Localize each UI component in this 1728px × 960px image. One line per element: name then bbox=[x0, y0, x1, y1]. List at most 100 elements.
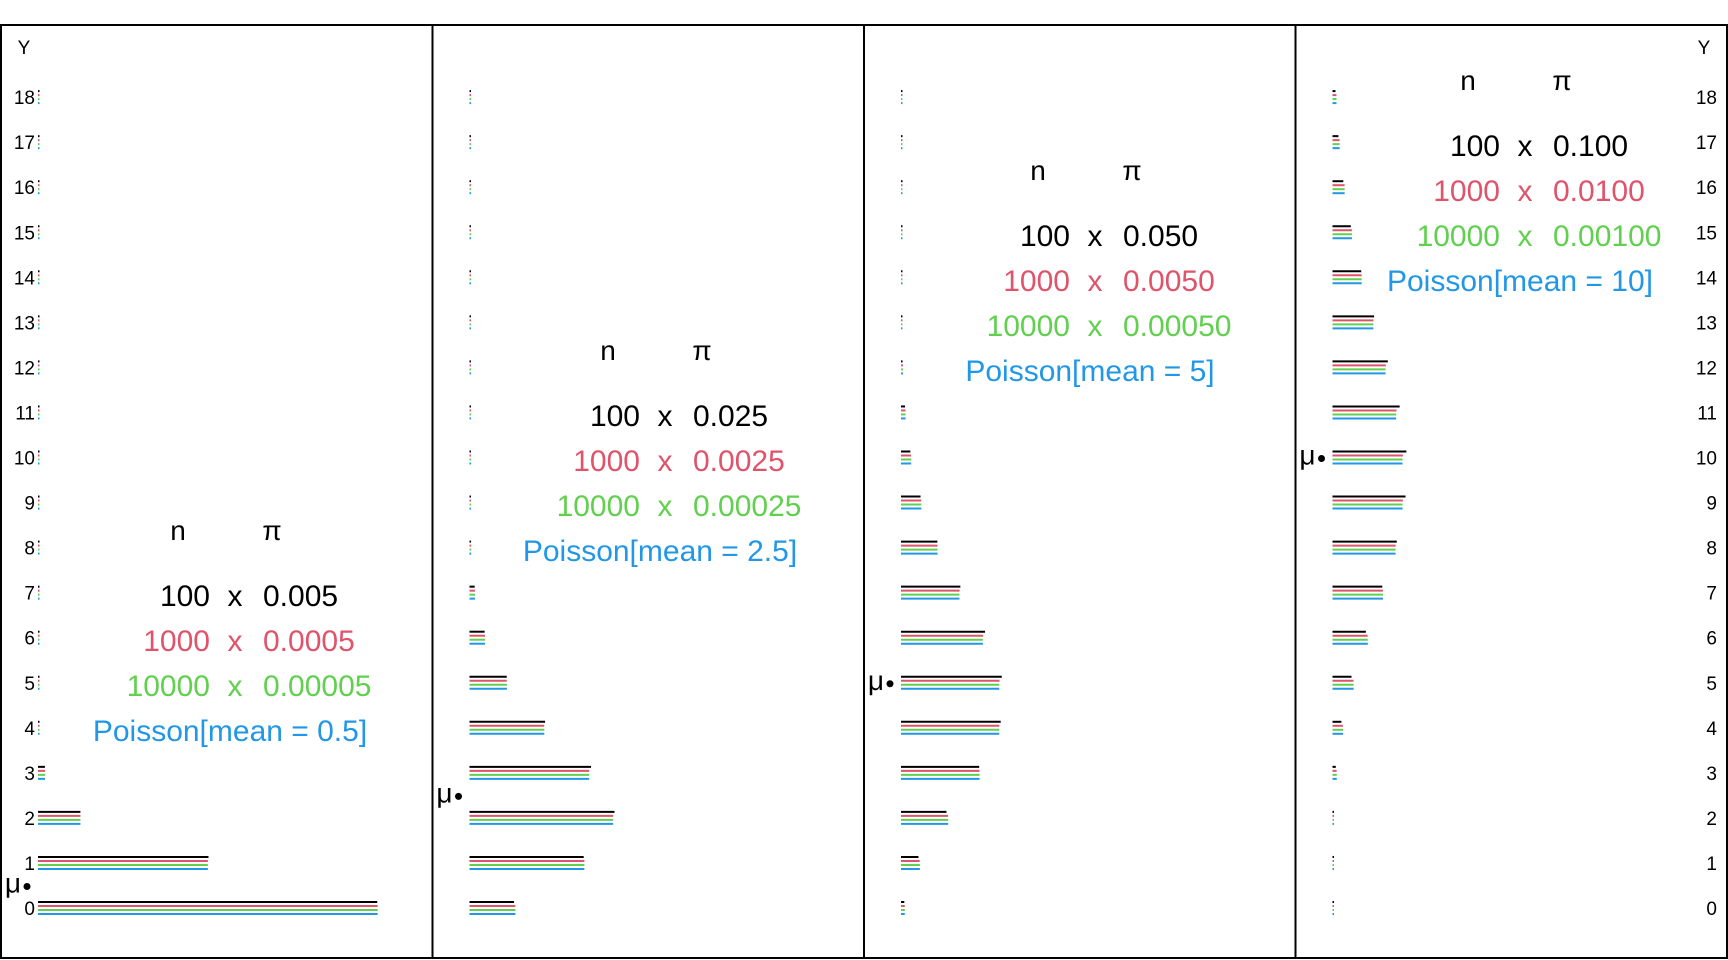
legend-n-value: 10000 bbox=[557, 490, 640, 523]
legend-times: x bbox=[1088, 265, 1103, 298]
mean-marker bbox=[886, 680, 894, 688]
mean-label: μ bbox=[868, 665, 884, 696]
y-tick-label-left: 15 bbox=[14, 223, 35, 244]
y-tick-label-left: 11 bbox=[15, 403, 35, 424]
legend-header-pi: π bbox=[1122, 155, 1141, 186]
legend-poisson: Poisson[mean = 5] bbox=[965, 355, 1214, 388]
legend-times: x bbox=[658, 445, 673, 478]
y-tick-label-right: 15 bbox=[1696, 223, 1717, 244]
mean-marker bbox=[1318, 455, 1325, 462]
y-tick-label-left: 1 bbox=[24, 854, 35, 875]
legend-header-n: n bbox=[1030, 155, 1046, 186]
legend-header-n: n bbox=[1460, 65, 1476, 96]
mean-label: μ bbox=[1299, 440, 1315, 471]
legend-poisson: Poisson[mean = 10] bbox=[1387, 265, 1653, 298]
legend-times: x bbox=[1088, 310, 1103, 343]
legend-pi-value: 0.0050 bbox=[1123, 265, 1215, 298]
y-tick-label-right: 10 bbox=[1696, 449, 1717, 470]
legend-pi-value: 0.050 bbox=[1123, 220, 1198, 253]
y-tick-label-left: 13 bbox=[14, 313, 35, 334]
panel-1: μ n π 100 x 0.005 1000 x 0.0005 10000 x 0.00005 Pois… bbox=[5, 90, 378, 915]
y-tick-label-left: 12 bbox=[14, 358, 35, 379]
y-tick-label-right: 18 bbox=[1696, 88, 1717, 109]
legend-pi-value: 0.0100 bbox=[1553, 175, 1645, 208]
y-tick-label-right: 3 bbox=[1706, 764, 1717, 785]
panel-frame bbox=[863, 24, 1297, 959]
y-tick-label-right: 2 bbox=[1706, 809, 1717, 830]
legend-pi-value: 0.0025 bbox=[693, 445, 785, 478]
legend-pi-value: 0.100 bbox=[1553, 130, 1628, 163]
legend-n-value: 1000 bbox=[1003, 265, 1070, 298]
legend-times: x bbox=[228, 625, 243, 658]
panel-frame bbox=[1294, 24, 1728, 959]
y-tick-label-left: 0 bbox=[24, 899, 35, 920]
legend-pi-value: 0.0005 bbox=[263, 625, 355, 658]
legend-header-n: n bbox=[600, 335, 616, 366]
legend-n-value: 100 bbox=[1020, 220, 1070, 253]
legend-poisson: Poisson[mean = 0.5] bbox=[93, 715, 367, 748]
y-tick-label-left: 18 bbox=[14, 88, 35, 109]
legend-n-value: 100 bbox=[590, 400, 640, 433]
legend-n-value: 100 bbox=[1450, 130, 1500, 163]
legend-times: x bbox=[228, 670, 243, 703]
legend-n-value: 10000 bbox=[987, 310, 1070, 343]
y-tick-label-right: 8 bbox=[1706, 539, 1717, 560]
mean-label: μ bbox=[436, 777, 452, 808]
legend-pi-value: 0.005 bbox=[263, 580, 338, 613]
legend: n π 100 x 0.005 1000 x 0.0005 10000 x 0.00005 Poiss… bbox=[93, 515, 372, 748]
y-tick-label-left: 4 bbox=[24, 719, 35, 740]
legend-header-n: n bbox=[170, 515, 186, 546]
legend-n-value: 1000 bbox=[143, 625, 210, 658]
y-tick-label-right: 0 bbox=[1706, 899, 1717, 920]
y-tick-label-left: 10 bbox=[14, 449, 35, 470]
legend-times: x bbox=[1518, 175, 1533, 208]
y-tick-label-right: 14 bbox=[1696, 268, 1718, 289]
y-tick-label-right: 5 bbox=[1706, 674, 1717, 695]
legend: n π 100 x 0.050 1000 x 0.0050 10000 x 0.00050 Poiss… bbox=[965, 155, 1231, 388]
y-tick-label-right: 17 bbox=[1696, 133, 1717, 154]
y-tick-label-right: 7 bbox=[1706, 584, 1717, 605]
legend-n-value: 10000 bbox=[127, 670, 210, 703]
y-tick-label-right: 11 bbox=[1697, 403, 1717, 424]
y-tick-label-left: 3 bbox=[24, 764, 35, 785]
y-tick-label-left: 7 bbox=[24, 584, 35, 605]
y-tick-label-right: 12 bbox=[1696, 358, 1717, 379]
y-tick-label-right: 13 bbox=[1696, 313, 1717, 334]
panel-2: μ n π 100 x 0.025 1000 x 0.0025 10000 x 0.00025 Pois… bbox=[436, 90, 802, 915]
y-tick-label-right: 1 bbox=[1706, 854, 1717, 875]
legend-poisson: Poisson[mean = 2.5] bbox=[523, 535, 797, 568]
legend-times: x bbox=[228, 580, 243, 613]
legend-pi-value: 0.025 bbox=[693, 400, 768, 433]
legend-header-pi: π bbox=[262, 515, 281, 546]
y-tick-label-right: 9 bbox=[1706, 494, 1717, 515]
legend-pi-value: 0.00025 bbox=[693, 490, 801, 523]
legend-n-value: 1000 bbox=[573, 445, 640, 478]
panel-4: μ n π 100 x 0.100 1000 x 0.0100 10000 x 0.00100 Pois… bbox=[1299, 65, 1661, 915]
legend-times: x bbox=[1088, 220, 1103, 253]
panel-frame bbox=[0, 24, 434, 959]
y-tick-label-left: 14 bbox=[14, 268, 36, 289]
legend: n π 100 x 0.025 1000 x 0.0025 10000 x 0.00025 Poiss… bbox=[523, 335, 802, 568]
mean-marker bbox=[455, 792, 462, 800]
y-axis-label-right: Y bbox=[1698, 38, 1711, 59]
legend-n-value: 10000 bbox=[1417, 220, 1500, 253]
panel-3: μ n π 100 x 0.050 1000 x 0.0050 10000 x 0.00050 Pois… bbox=[868, 90, 1231, 915]
legend-times: x bbox=[1518, 130, 1533, 163]
y-tick-label-right: 6 bbox=[1706, 629, 1717, 650]
y-axis-label-left: Y bbox=[18, 38, 31, 59]
legend-times: x bbox=[1518, 220, 1533, 253]
legend-pi-value: 0.00100 bbox=[1553, 220, 1661, 253]
y-tick-label-left: 16 bbox=[14, 178, 35, 199]
legend-header-pi: π bbox=[692, 335, 711, 366]
legend: n π 100 x 0.100 1000 x 0.0100 10000 x 0.00100 Poiss… bbox=[1387, 65, 1661, 298]
legend-n-value: 1000 bbox=[1433, 175, 1500, 208]
legend-header-pi: π bbox=[1552, 65, 1571, 96]
y-tick-label-right: 4 bbox=[1706, 719, 1717, 740]
mean-label: μ bbox=[5, 867, 21, 898]
panel-frames bbox=[0, 24, 1728, 959]
mean-marker bbox=[23, 882, 31, 890]
y-tick-label-left: 9 bbox=[24, 494, 35, 515]
legend-pi-value: 0.00005 bbox=[263, 670, 371, 703]
